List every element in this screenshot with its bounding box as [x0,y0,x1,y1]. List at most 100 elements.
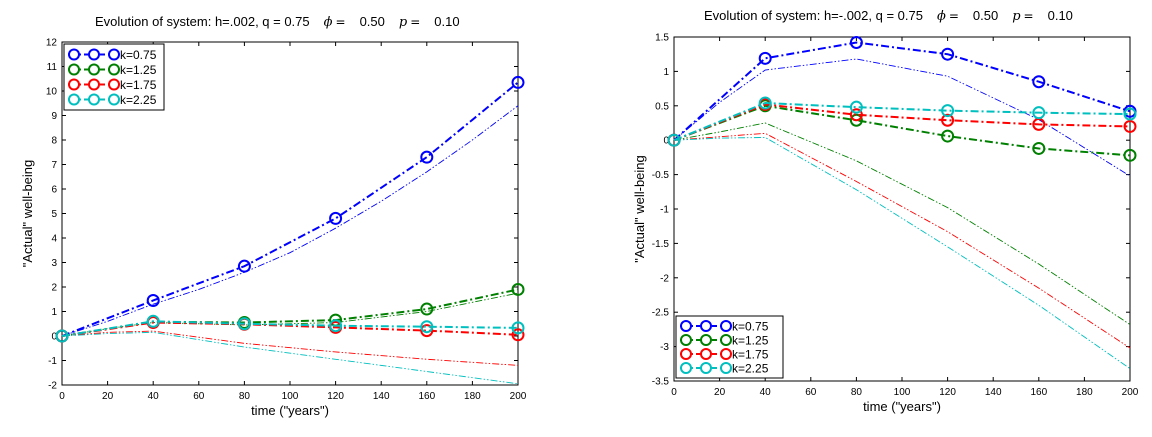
data-point [511,328,525,342]
legend-swatch-marker [108,63,120,76]
chart-panel-left: 0 20 40 60 80 100 120 140 160 180 200-2-1012345678… [20,14,527,418]
x-tick-label: 120 [939,387,956,398]
legend-label: k=1.75 [732,348,769,362]
data-point [849,113,863,127]
legend-swatch-marker [720,348,732,360]
series-line [673,102,1131,142]
y-tick-label: 7 [51,160,57,171]
title-param-value: 0.10 [1048,8,1073,23]
data-point [329,319,343,333]
x-tick-label: 160 [1030,387,1047,398]
y-tick-label: 11 [47,62,58,73]
data-point [420,324,434,338]
data-point [420,320,434,334]
legend-swatch-marker [68,63,80,76]
series-line [673,104,1131,157]
y-tick-label: -1 [660,205,669,216]
data-point [667,133,681,147]
data-point [420,302,434,316]
y-tick-label: 3 [51,258,57,269]
y-tick-label: 1 [51,307,57,318]
y-tick-label: 5 [51,209,57,220]
data-point [237,317,251,331]
y-tick-label: -3.5 [652,377,670,388]
x-tick-label: 160 [418,391,435,402]
data-point [511,321,525,335]
legend-swatch-marker [68,78,80,91]
legend-swatch-marker [88,93,100,106]
legend-swatch-marker [720,320,732,332]
legend-swatch-marker [108,93,120,106]
title-param-value: 0.10 [434,14,459,29]
legend-swatch-marker [680,334,692,346]
data-point [1032,75,1046,89]
data-point [237,259,251,273]
legend-label: k=1.25 [732,334,769,348]
legend-label: k=0.75 [120,48,157,62]
data-point [849,36,863,50]
data-point [849,108,863,122]
legend-label: k=0.75 [732,320,769,334]
legend-swatch-marker [720,334,732,346]
y-axis-label: "Actual" well-being [632,155,647,263]
y-tick-label: -0.5 [652,170,670,181]
series-k=0.75 [55,75,525,343]
legend-label: k=1.75 [120,78,157,92]
x-tick-label: 0 [671,387,677,398]
title-param-symbol: p [1012,9,1021,24]
data-point [1032,106,1046,120]
series-thin-line [61,331,519,385]
x-tick-label: 200 [510,391,527,402]
y-tick-label: 10 [46,87,58,98]
legend-swatch-marker [108,78,120,91]
title-param-eq: = [1024,9,1034,23]
title-param-value: 0.50 [973,8,998,23]
series-k=1.75 [667,97,1137,349]
data-point [758,96,772,110]
legend-swatch-marker [88,63,100,76]
y-tick-label: 0.5 [655,101,669,112]
x-tick-label: 200 [1122,387,1139,398]
data-point [941,113,955,127]
legend-swatch-marker [88,48,100,61]
legend-swatch-marker [108,48,120,61]
x-tick-label: 80 [239,391,251,402]
title-text: Evolution of system: h=-.002, q = 0.75 [704,8,923,23]
legend-swatch-marker [68,93,80,106]
data-point [146,314,160,328]
x-tick-label: 40 [148,391,160,402]
x-tick-label: 120 [327,391,344,402]
y-tick-label: 2 [51,283,57,294]
y-axis-label: "Actual" well-being [20,160,35,268]
x-tick-label: 20 [102,391,114,402]
legend-swatch-marker [68,48,80,61]
data-point [420,150,434,164]
data-point [849,100,863,114]
y-tick-label: -1.5 [652,239,670,250]
legend-swatch-marker [700,334,712,346]
x-axis-label: time ("years") [863,399,941,414]
title-text: Evolution of system: h=.002, q = 0.75 [95,14,310,29]
data-point [1123,148,1137,162]
title-param-eq: = [410,15,420,29]
legend-swatch-marker [680,348,692,360]
x-tick-label: 0 [59,391,65,402]
data-point [758,51,772,65]
legend-label: k=2.25 [732,362,769,376]
chart-panel-right: 0 20 40 60 80 100 120 140 160 180 200 -3.5 -3 -2.5 -2 -… [632,8,1139,414]
legend-swatch-marker [700,320,712,332]
series-line [673,103,1131,142]
series-k=2.25 [667,96,1137,369]
y-tick-label: -2 [48,381,57,392]
legend-label: k=2.25 [120,93,157,107]
legend-swatch-marker [700,348,712,360]
data-point [329,211,343,225]
y-tick-label: 1 [663,67,669,78]
y-tick-label: -1 [48,356,57,367]
x-tick-label: 180 [1076,387,1093,398]
x-axis-label: time ("years") [251,403,329,418]
x-tick-label: 100 [894,387,911,398]
y-tick-label: 4 [51,234,57,245]
series-thin-line [673,136,1131,369]
